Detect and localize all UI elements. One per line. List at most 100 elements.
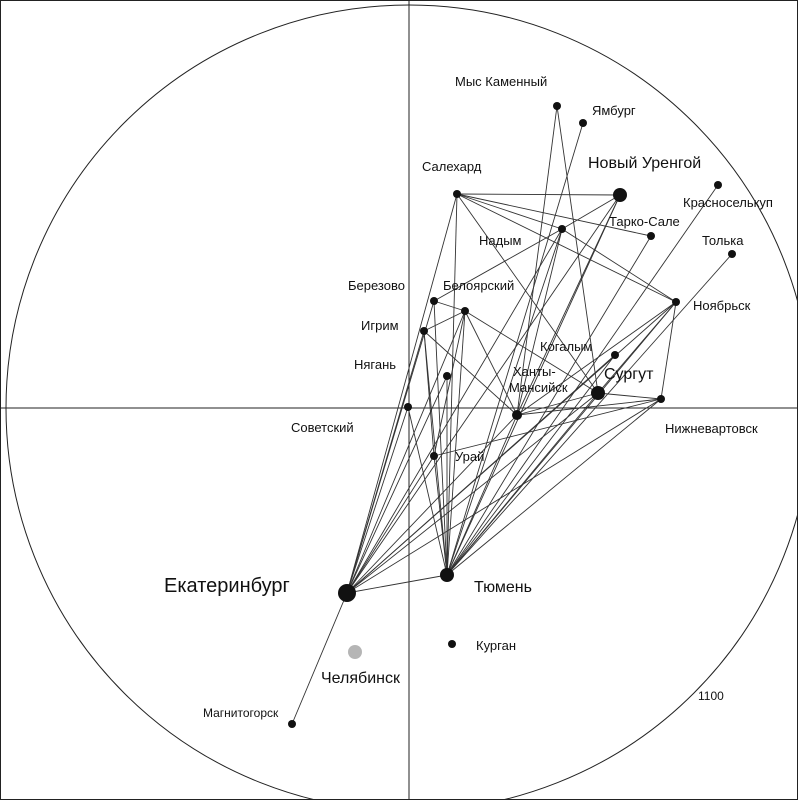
city-label-nyagan: Нягань	[354, 357, 396, 372]
city-dot-noyabrsk	[672, 298, 680, 306]
route-line-khanty-mansiysk-surgut	[516, 392, 599, 416]
city-label-tarko-sale: Тарко-Сале	[609, 214, 680, 229]
route-line-tyumen-salekhard	[446, 193, 458, 576]
route-line-salekhard-novy-urengoy	[456, 193, 621, 196]
route-line-yekaterinburg-nizhnevartovsk	[346, 398, 662, 594]
route-line-khanty-mansiysk-beloyarsky	[464, 310, 518, 416]
route-line-khanty-mansiysk-mys-kamenny	[516, 105, 558, 416]
city-dot-yekaterinburg	[338, 584, 356, 602]
route-line-tyumen-nadym	[446, 228, 563, 576]
city-dot-tarko-sale	[647, 232, 655, 240]
city-label-sovetsky: Советский	[291, 420, 354, 435]
city-label-nizhnevartovsk: Нижневартовск	[665, 421, 758, 436]
route-line-surgut-nizhnevartovsk	[597, 392, 662, 400]
city-dot-uray	[430, 452, 438, 460]
city-label-salekhard: Салехард	[422, 159, 482, 174]
route-line-khanty-mansiysk-nizhnevartovsk	[516, 398, 662, 416]
route-line-yekaterinburg-novy-urengoy	[346, 194, 621, 594]
route-line-tyumen-tarko-sale	[446, 235, 652, 576]
route-line-yekaterinburg-magnitogorsk	[291, 592, 348, 725]
radius-label: 1100	[698, 689, 724, 703]
routes-layer	[291, 105, 733, 725]
city-dot-krasnoselkup	[714, 181, 722, 189]
route-line-uray-igrim	[423, 330, 435, 457]
route-line-tyumen-tolka	[446, 253, 733, 576]
city-label-berezovo: Березово	[348, 278, 405, 293]
route-line-salekhard-surgut	[456, 193, 599, 394]
city-label-khanty-mansiysk: Ханты-Мансийск	[509, 364, 568, 395]
route-line-nadym-berezovo	[433, 228, 563, 302]
route-line-beloyarsky-igrim	[423, 310, 466, 332]
route-line-beloyarsky-uray	[433, 310, 466, 457]
city-dot-yamburg	[579, 119, 587, 127]
route-line-beloyarsky-berezovo	[433, 300, 466, 312]
route-line-yekaterinburg-igrim	[346, 330, 425, 594]
route-line-nadym-noyabrsk	[561, 228, 677, 303]
city-dot-magnitogorsk	[288, 720, 296, 728]
city-label-uray: Урай	[455, 449, 484, 464]
city-label-tyumen: Тюмень	[474, 579, 532, 596]
route-line-yekaterinburg-tyumen	[346, 574, 448, 594]
city-dot-mys-kamenny	[553, 102, 561, 110]
city-dot-beloyarsky	[461, 307, 469, 315]
route-line-beloyarsky-surgut	[464, 310, 599, 394]
route-line-yekaterinburg-nadym	[346, 228, 563, 594]
city-dot-kogalym	[611, 351, 619, 359]
route-line-tyumen-surgut	[446, 392, 599, 576]
city-label-magnitogorsk: Магнитогорск	[203, 706, 279, 720]
route-line-tyumen-kogalym	[446, 354, 616, 576]
route-line-tyumen-berezovo	[433, 300, 448, 576]
route-line-salekhard-nadym	[456, 193, 563, 230]
route-line-surgut-noyabrsk	[597, 301, 677, 394]
city-dot-nizhnevartovsk	[657, 395, 665, 403]
route-line-khanty-mansiysk-noyabrsk	[516, 301, 677, 416]
city-label-beloyarsky: Белоярский	[443, 278, 514, 293]
city-dot-novy-urengoy	[613, 188, 627, 202]
route-line-khanty-mansiysk-novy-urengoy	[516, 194, 621, 416]
route-line-tyumen-nizhnevartovsk	[446, 398, 662, 576]
city-dot-khanty-mansiysk	[512, 410, 522, 420]
route-line-tyumen-sovetsky	[407, 406, 448, 576]
city-dot-nyagan	[443, 372, 451, 380]
city-dot-nadym	[558, 225, 566, 233]
route-line-yekaterinburg-sovetsky	[346, 406, 409, 594]
route-line-khanty-mansiysk-igrim	[423, 330, 518, 416]
route-line-yekaterinburg-surgut	[346, 392, 599, 594]
city-dot-kurgan	[448, 640, 456, 648]
city-dot-tolka	[728, 250, 736, 258]
city-dot-surgut	[591, 386, 605, 400]
city-dot-tyumen	[440, 568, 454, 582]
city-label-surgut: Сургут	[604, 366, 654, 383]
route-line-tyumen-novy-urengoy	[446, 194, 621, 576]
route-line-tyumen-khanty-mansiysk	[446, 414, 518, 576]
city-dot-igrim	[420, 327, 428, 335]
route-line-yekaterinburg-salekhard	[346, 193, 458, 594]
route-line-nadym-khanty-mansiysk	[516, 228, 563, 416]
route-line-tyumen-krasnoselkup	[446, 184, 719, 576]
city-label-kogalym: Когалым	[540, 339, 592, 354]
city-dot-sovetsky	[404, 403, 412, 411]
city-dot-berezovo	[430, 297, 438, 305]
cities-layer	[288, 102, 736, 728]
route-line-salekhard-noyabrsk	[456, 193, 677, 303]
city-dot-salekhard	[453, 190, 461, 198]
route-line-surgut-mys-kamenny	[556, 105, 599, 394]
city-label-nadym: Надым	[479, 233, 522, 248]
route-line-noyabrsk-nizhnevartovsk	[660, 301, 677, 400]
city-dot-chelyabinsk	[348, 645, 362, 659]
route-line-tyumen-beloyarsky	[446, 310, 466, 576]
city-label-igrim: Игрим	[361, 318, 399, 333]
city-label-novy-urengoy: Новый Уренгой	[588, 155, 701, 172]
route-line-nadym-novy-urengoy	[561, 194, 621, 230]
city-label-noyabrsk: Ноябрьск	[693, 298, 751, 313]
city-label-tolka: Толька	[702, 233, 744, 248]
route-line-salekhard-tarko-sale	[456, 193, 652, 237]
route-line-yekaterinburg-beloyarsky	[346, 310, 466, 594]
route-line-tyumen-yamburg	[446, 122, 584, 576]
route-line-yekaterinburg-khanty-mansiysk	[346, 414, 518, 594]
route-line-yekaterinburg-uray	[346, 455, 435, 594]
route-line-tyumen-uray	[433, 455, 448, 576]
city-labels-layer: Мыс Каменный Ямбург Салехард Новый Уренгой К…	[164, 74, 773, 720]
route-line-uray-nizhnevartovsk	[433, 398, 662, 457]
